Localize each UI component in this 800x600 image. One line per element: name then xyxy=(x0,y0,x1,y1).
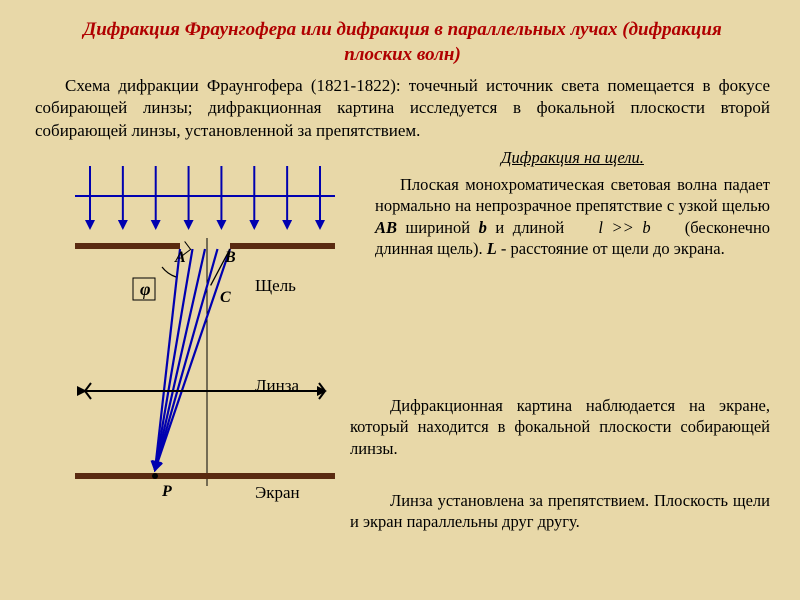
text-column: Дифракция на щели. Плоская монохроматиче… xyxy=(375,146,770,526)
label-B: B xyxy=(225,249,236,267)
p1-mid1: шириной xyxy=(397,218,479,237)
p1-end: - расстояние от щели до экрана. xyxy=(497,239,725,258)
diagram-svg xyxy=(35,146,365,526)
p3-text: Линза установлена за препятствием. Плоск… xyxy=(350,490,770,533)
intro-paragraph: Схема дифракции Фраунгофера (1821-1822):… xyxy=(35,75,770,141)
page-title: Дифракция Фраунгофера или дифракция в па… xyxy=(35,18,770,67)
paragraph-2: Дифракционная картина наблюдается на экр… xyxy=(350,395,770,465)
diffraction-diagram: A B C φ P Щель Линза Экран xyxy=(35,146,365,526)
p1-mid2: и длиной xyxy=(487,218,573,237)
sym-AB: AB xyxy=(375,218,397,237)
label-C: C xyxy=(220,289,231,307)
paragraph-1: Плоская монохроматическая световая волна… xyxy=(375,174,770,260)
paragraph-3: Линза установлена за препятствием. Плоск… xyxy=(350,490,770,539)
formula-lgtb: l >> b xyxy=(598,218,650,237)
label-lens: Линза xyxy=(255,376,299,396)
content-area: A B C φ P Щель Линза Экран Дифракция на … xyxy=(35,146,770,526)
sym-b: b xyxy=(479,218,487,237)
label-A: A xyxy=(175,249,186,267)
p2-text: Дифракционная картина наблюдается на экр… xyxy=(350,395,770,459)
p1-pre: Плоская монохроматическая световая волна… xyxy=(375,175,770,215)
sym-L: L xyxy=(487,239,497,258)
section-subtitle: Дифракция на щели. xyxy=(375,148,770,168)
label-slit: Щель xyxy=(255,276,296,296)
label-phi: φ xyxy=(140,279,151,300)
label-P: P xyxy=(162,483,172,501)
label-screen: Экран xyxy=(255,483,300,503)
